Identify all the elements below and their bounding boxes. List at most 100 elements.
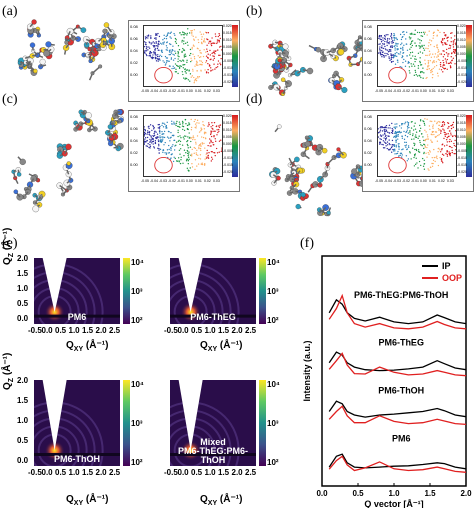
giwaxs-colorbar-4 <box>259 380 266 466</box>
group-label: PM6-ThOH <box>378 385 424 395</box>
giwaxs-xlabel-4: QXY (Å⁻¹) <box>200 494 243 507</box>
rdg-xtick: 0.03 <box>447 89 454 93</box>
rdg-cbar-tick: 0.000 <box>223 52 232 56</box>
rdg-xtick: -0.03 <box>159 89 167 93</box>
rdg-cbar-tick: 0.000 <box>457 142 466 146</box>
rdg-cbar-tick: 0.015 <box>457 31 466 35</box>
giwaxs-cbar-tick: 10³ <box>267 419 279 428</box>
giwaxs-xtick: 2.5 <box>245 326 257 335</box>
giwaxs-cbar-tick: 10² <box>267 316 279 325</box>
rdg-ytick: 0.08 <box>364 24 372 29</box>
molecule-image-c <box>11 109 124 213</box>
y-axis-label: Intensity (a.u.) <box>302 340 312 401</box>
rdg-xtick: -0.02 <box>168 89 176 93</box>
rdg-ytick: 0.06 <box>130 36 138 41</box>
giwaxs-cbar-tick: 10² <box>131 458 143 467</box>
rdg-cbar-tick: -0.015 <box>457 163 467 167</box>
group-label: PM6-ThEG <box>378 338 424 348</box>
rdg-ytick: 0.02 <box>130 60 138 65</box>
giwaxs-xtick: 0.5 <box>55 326 67 335</box>
giwaxs-ytick: 0.0 <box>17 456 29 465</box>
giwaxs-cbar-tick: 10⁴ <box>131 258 144 267</box>
rdg-xtick: 0.00 <box>420 89 427 93</box>
rdg-cbar-tick: -0.005 <box>223 59 233 63</box>
giwaxs-colorbar-3 <box>123 380 130 466</box>
intensity-line-chart: PM6-ThEG:PM6-ThOH PM6-ThEG PM6-ThOH PM6 0.0 0… <box>302 255 472 508</box>
giwaxs-xtick: 2.0 <box>231 326 243 335</box>
series-line-oop-0 <box>328 293 467 330</box>
rdg-xtick: 0.02 <box>204 89 211 93</box>
giwaxs-panel-name: PM6-ThOH <box>54 454 100 464</box>
rdg-ytick: 0.06 <box>364 126 372 131</box>
giwaxs-image-pm6-theg: PM6-ThEG <box>170 258 256 324</box>
rdg-cbar-tick: -0.005 <box>223 149 233 153</box>
giwaxs-image-pm6-thoh: PM6-ThOH <box>34 380 120 466</box>
giwaxs-ytick: 1.5 <box>17 269 29 278</box>
giwaxs-xtick: 1.5 <box>218 326 230 335</box>
panel-label-a: (a) <box>2 4 18 19</box>
rdg-cbar-tick: -0.020 <box>457 170 467 174</box>
giwaxs-xlabel-2: QXY (Å⁻¹) <box>200 340 243 353</box>
rdg-ytick: 0.02 <box>130 150 138 155</box>
series-line-oop-1 <box>328 352 467 377</box>
series-line-oop-2 <box>328 405 467 426</box>
rdg-ytick: 0.00 <box>130 72 138 77</box>
giwaxs-ytick: 0.5 <box>17 299 29 308</box>
rdg-ytick: 0.08 <box>130 114 138 119</box>
rdg-ytick: 0.06 <box>130 126 138 131</box>
series-line-ip-0 <box>328 298 467 325</box>
rdg-ytick: 0.08 <box>364 114 372 119</box>
giwaxs-xtick: 0.5 <box>191 326 203 335</box>
rdg-xtick: -0.05 <box>375 179 383 183</box>
rdg-colorbar <box>232 115 238 177</box>
molecule-image-a <box>17 19 117 81</box>
giwaxs-colorbar-1 <box>123 258 130 324</box>
rdg-xtick: 0.02 <box>438 179 445 183</box>
xtick-label: 1.5 <box>424 489 436 498</box>
rdg-xtick: -0.01 <box>177 89 185 93</box>
legend-label: OOP <box>442 273 462 283</box>
rdg-xtick: -0.04 <box>384 89 392 93</box>
rdg-ytick: 0.04 <box>364 48 372 53</box>
rdg-xtick: -0.03 <box>393 89 401 93</box>
rdg-cbar-tick: -0.005 <box>457 149 467 153</box>
giwaxs-panel-name: PM6 <box>67 312 87 322</box>
rdg-xtick: -0.02 <box>168 179 176 183</box>
giwaxs-ytick: 0.5 <box>17 436 29 445</box>
giwaxs-ytick: 0.0 <box>17 314 29 323</box>
giwaxs-xtick: 1.0 <box>204 326 216 335</box>
rdg-cbar-tick: -0.010 <box>457 156 467 160</box>
rdg-colorbar <box>466 115 472 177</box>
giwaxs-xtick: 0.5 <box>191 468 203 477</box>
giwaxs-xlabel-1: QXY (Å⁻¹) <box>66 340 109 353</box>
rdg-xtick: 0.03 <box>213 179 220 183</box>
rdg-xtick: -0.05 <box>141 89 149 93</box>
rdg-cbar-tick: 0.020 <box>223 114 232 118</box>
rdg-cbar-tick: 0.010 <box>457 128 466 132</box>
giwaxs-xtick: 2.5 <box>245 468 257 477</box>
rdg-xtick: -0.03 <box>393 179 401 183</box>
giwaxs-xtick: 0.5 <box>55 468 67 477</box>
giwaxs-image-mixed: Mixed PM6-ThEG:PM6-ThOH <box>170 380 256 466</box>
rdg-cbar-tick: 0.005 <box>223 45 232 49</box>
rdg-cbar-tick: 0.010 <box>223 38 232 42</box>
group-label: PM6-ThEG:PM6-ThOH <box>354 290 449 300</box>
molecule-image-d <box>269 124 372 217</box>
giwaxs-cbar-tick: 10² <box>267 458 279 467</box>
giwaxs-xtick: 0.0 <box>177 468 189 477</box>
giwaxs-ytick: 1.5 <box>17 396 29 405</box>
giwaxs-xtick: 1.0 <box>68 326 80 335</box>
rdg-cbar-tick: 0.005 <box>457 135 466 139</box>
rdg-ytick: 0.00 <box>364 72 372 77</box>
rdg-scatter-d: 0.08 0.06 0.04 0.02 0.00 -0.05 -0.04 -0.03 -0.02… <box>362 110 474 192</box>
panel-label-f: (f) <box>300 236 314 251</box>
rdg-cbar-tick: 0.000 <box>223 142 232 146</box>
rdg-cbar-tick: 0.020 <box>223 24 232 28</box>
rdg-cbar-tick: -0.010 <box>223 66 233 70</box>
giwaxs-ylabel-bottom: QZ (Å⁻¹) <box>2 352 15 390</box>
giwaxs-xtick: 1.0 <box>68 468 80 477</box>
rdg-xtick: -0.04 <box>384 179 392 183</box>
rdg-cbar-tick: 0.005 <box>223 135 232 139</box>
rdg-cbar-tick: 0.005 <box>457 45 466 49</box>
panel-label-d: (d) <box>246 92 263 107</box>
